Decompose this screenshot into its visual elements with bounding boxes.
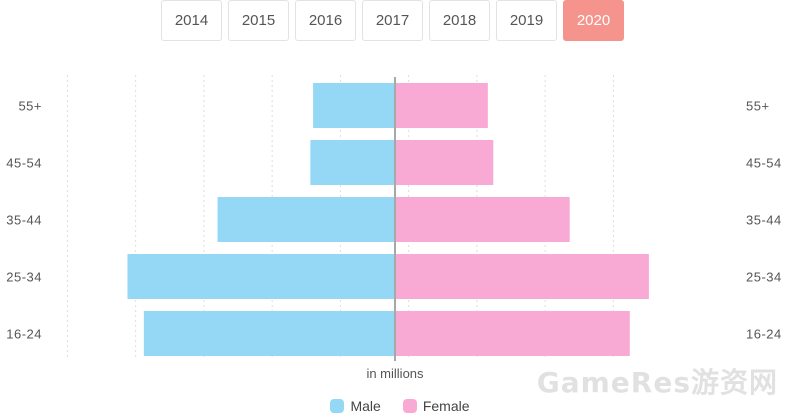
bar-male-55+ [313, 83, 395, 128]
legend-item-female[interactable]: Female [402, 398, 470, 414]
y-tick-label-left: 55+ [18, 99, 42, 114]
y-tick-label-left: 25-34 [6, 270, 42, 285]
legend-item-male[interactable]: Male [330, 398, 381, 414]
y-tick-label-right: 55+ [746, 99, 770, 114]
bar-male-45-54 [310, 140, 395, 185]
bar-female-35-44 [395, 197, 570, 242]
bar-female-16-24 [395, 311, 630, 356]
bar-male-25-34 [127, 254, 396, 299]
bar-female-55+ [395, 83, 488, 128]
legend-label-female: Female [422, 398, 470, 414]
female-swatch-icon [402, 399, 417, 413]
year-tab-2016[interactable]: 2016 [295, 0, 356, 41]
bar-female-25-34 [395, 254, 649, 299]
year-tab-2017[interactable]: 2017 [362, 0, 423, 41]
year-tab-2020[interactable]: 2020 [563, 0, 624, 41]
year-tabs: 2014 2015 2016 2017 2018 2019 2020 [161, 0, 624, 41]
year-tab-2014[interactable]: 2014 [161, 0, 222, 41]
watermark-logo: GameRes游资网 [536, 366, 778, 399]
x-axis-label: in millions [366, 366, 424, 381]
bars [127, 83, 649, 356]
bar-male-16-24 [143, 311, 395, 356]
y-tick-label-right: 35-44 [746, 213, 782, 228]
year-tab-2018[interactable]: 2018 [429, 0, 490, 41]
bar-female-45-54 [395, 140, 494, 185]
y-tick-label-left: 35-44 [6, 213, 42, 228]
legend: Male Female [0, 398, 800, 414]
y-tick-label-right: 45-54 [746, 156, 782, 171]
y-tick-label-right: 25-34 [746, 270, 782, 285]
y-tick-label-left: 16-24 [6, 327, 42, 342]
year-tab-2015[interactable]: 2015 [228, 0, 289, 41]
male-swatch-icon [330, 399, 345, 413]
y-tick-label-left: 45-54 [6, 156, 42, 171]
year-tab-2019[interactable]: 2019 [496, 0, 557, 41]
population-pyramid-chart: 55+ 55+ 45-54 45-54 35-44 35-44 25-34 25-34 16-2… [6, 75, 782, 381]
legend-label-male: Male [350, 398, 381, 414]
category-labels: 55+ 55+ 45-54 45-54 35-44 35-44 25-34 25-34 16-2… [6, 99, 782, 342]
bar-male-35-44 [217, 197, 395, 242]
y-tick-label-right: 16-24 [746, 327, 782, 342]
